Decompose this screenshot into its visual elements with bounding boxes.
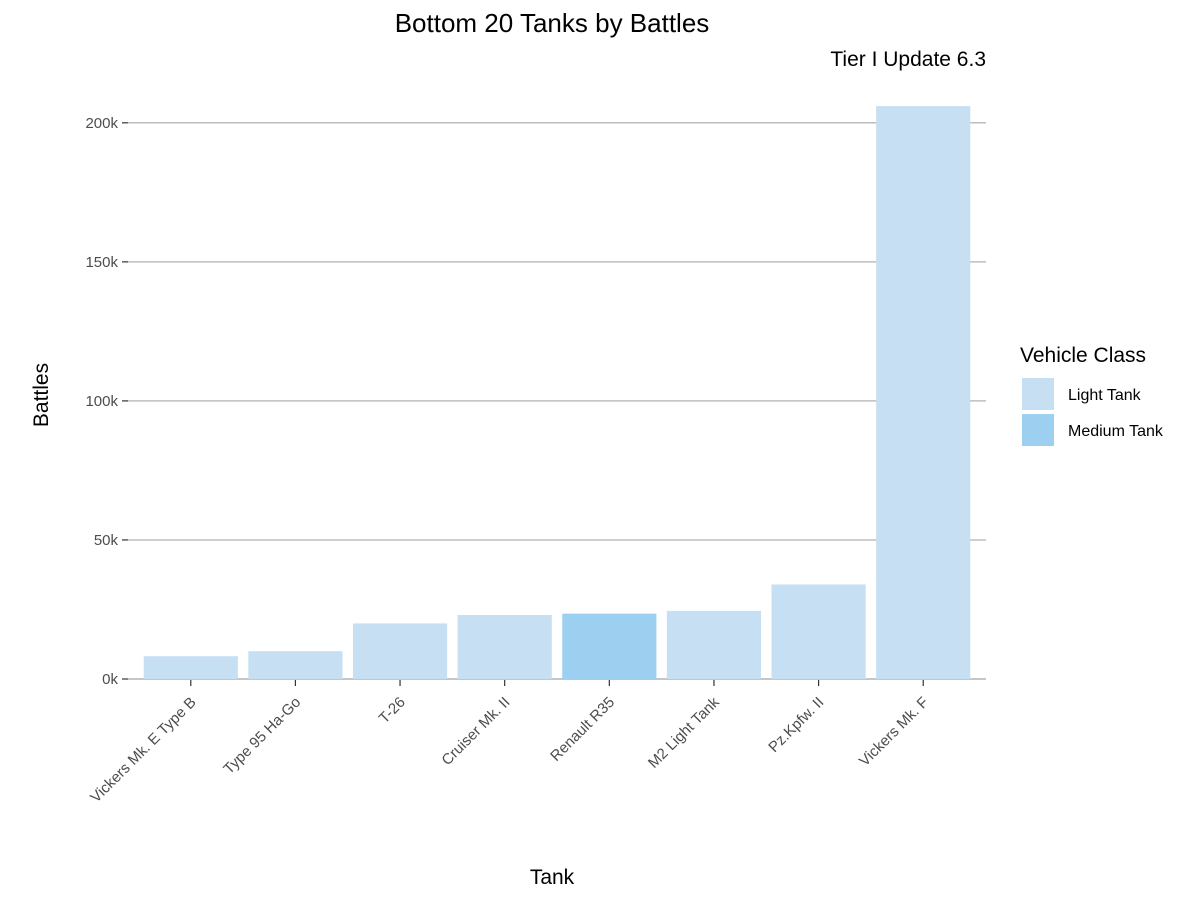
- x-tick-label: Vickers Mk. E Type B: [87, 694, 199, 806]
- chart-subtitle: Tier I Update 6.3: [830, 48, 986, 71]
- legend-swatch: [1022, 414, 1054, 446]
- x-axis-title: Tank: [530, 866, 575, 889]
- x-axis: Vickers Mk. E Type B Type 95 Ha-Go T-26 Cru…: [87, 680, 932, 806]
- bar-renault-r35: [562, 613, 657, 679]
- x-tick-label: Cruiser Mk. II: [438, 694, 513, 769]
- bar-type-95-ha-go: [248, 651, 343, 679]
- bar-vickers-mk-e-type-b: [143, 656, 238, 679]
- legend-swatch: [1022, 378, 1054, 410]
- bar-t-26: [352, 623, 448, 679]
- legend-label: Medium Tank: [1068, 423, 1164, 440]
- legend: Vehicle Class Light Tank Medium Tank: [1020, 344, 1164, 446]
- y-tick-label: 100k: [85, 393, 118, 410]
- y-tick-label: 0k: [102, 671, 118, 688]
- x-tick-label: T-26: [376, 694, 409, 727]
- x-tick-label: Type 95 Ha-Go: [220, 694, 304, 778]
- y-tick-label: 200k: [85, 115, 118, 132]
- y-axis-title: Battles: [30, 363, 53, 427]
- y-tick-label: 50k: [94, 532, 119, 549]
- y-axis: 0k 50k 100k 150k 200k: [85, 115, 128, 688]
- x-tick-label: Vickers Mk. F: [856, 694, 932, 770]
- chart-title: Bottom 20 Tanks by Battles: [395, 8, 710, 38]
- bars: [143, 106, 971, 680]
- x-tick-label: Pz.Kpfw. II: [765, 694, 827, 756]
- y-tick-label: 150k: [85, 254, 118, 271]
- x-tick-label: M2 Light Tank: [645, 693, 723, 771]
- bar-vickers-mk-f: [876, 106, 971, 680]
- legend-title: Vehicle Class: [1020, 344, 1146, 367]
- bar-m2-light-tank: [666, 610, 762, 679]
- x-tick-label: Renault R35: [547, 694, 618, 765]
- bar-cruiser-mk-ii: [457, 615, 552, 679]
- bar-pz-kpfw-ii: [771, 584, 866, 679]
- legend-label: Light Tank: [1068, 387, 1142, 404]
